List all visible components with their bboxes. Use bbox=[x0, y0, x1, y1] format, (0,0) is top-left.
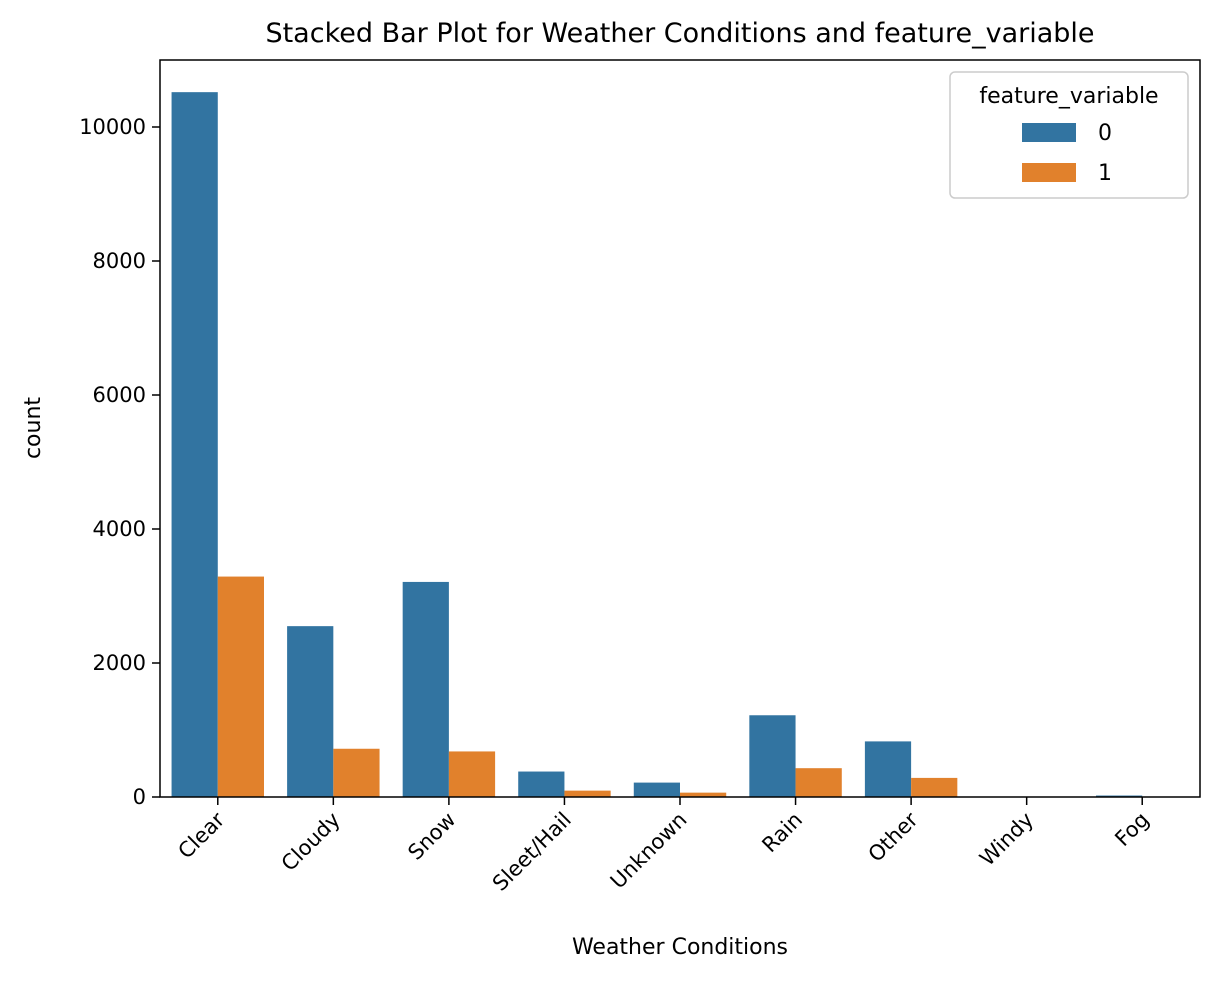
bar-rain-series-0 bbox=[749, 715, 796, 797]
legend-title: feature_variable bbox=[979, 84, 1158, 109]
x-tick-label: Other bbox=[864, 807, 923, 866]
chart-title: Stacked Bar Plot for Weather Conditions … bbox=[265, 18, 1094, 49]
x-tick-label: Unknown bbox=[606, 808, 692, 894]
y-tick-label: 4000 bbox=[93, 517, 146, 541]
bar-other-series-0 bbox=[864, 741, 912, 797]
legend-label-series-1: 1 bbox=[1098, 161, 1112, 186]
bar-unknown-series-0 bbox=[633, 782, 680, 797]
x-tick-label: Snow bbox=[403, 808, 460, 865]
bar-snow-series-1 bbox=[448, 751, 496, 797]
x-tick-label: Clear bbox=[174, 807, 230, 863]
x-tick-label: Fog bbox=[1110, 808, 1153, 851]
bar-sleet-hail-series-0 bbox=[518, 771, 565, 797]
x-tick-label: Sleet/Hail bbox=[488, 808, 576, 896]
bar-clear-series-0 bbox=[171, 92, 218, 797]
x-tick-label: Rain bbox=[757, 808, 807, 858]
y-axis-label: count bbox=[21, 397, 46, 459]
bar-cloudy-series-1 bbox=[333, 748, 380, 797]
bar-snow-series-0 bbox=[402, 581, 449, 797]
legend-label-series-0: 0 bbox=[1098, 121, 1112, 146]
y-tick-label: 0 bbox=[133, 785, 146, 809]
y-tick-label: 10000 bbox=[79, 115, 146, 139]
y-tick-label: 8000 bbox=[93, 249, 146, 273]
bar-clear-series-1 bbox=[217, 576, 264, 797]
bars bbox=[171, 92, 1189, 797]
y-tick-label: 6000 bbox=[93, 383, 146, 407]
bar-cloudy-series-0 bbox=[287, 626, 334, 797]
legend-entries: 01 bbox=[1022, 121, 1112, 186]
y-axis: 0 2000 4000 6000 8000 10000 bbox=[79, 115, 160, 809]
legend: feature_variable 01 bbox=[949, 71, 1189, 199]
x-axis: Clear Cloudy Snow Sleet/Hail Unknown Rain Othe… bbox=[174, 797, 1154, 896]
bar-rain-series-1 bbox=[795, 768, 842, 797]
x-tick-label: Cloudy bbox=[277, 808, 345, 876]
bar-other-series-1 bbox=[911, 777, 958, 797]
x-axis-label: Weather Conditions bbox=[572, 935, 788, 960]
y-tick-label: 2000 bbox=[93, 651, 146, 675]
x-tick-label: Windy bbox=[975, 808, 1038, 871]
legend-swatch-series-1 bbox=[1022, 163, 1076, 182]
bar-sleet-hail-series-1 bbox=[564, 790, 611, 797]
bar-unknown-series-1 bbox=[680, 792, 727, 797]
legend-swatch-series-0 bbox=[1022, 123, 1076, 142]
plot-frame bbox=[159, 59, 1201, 798]
